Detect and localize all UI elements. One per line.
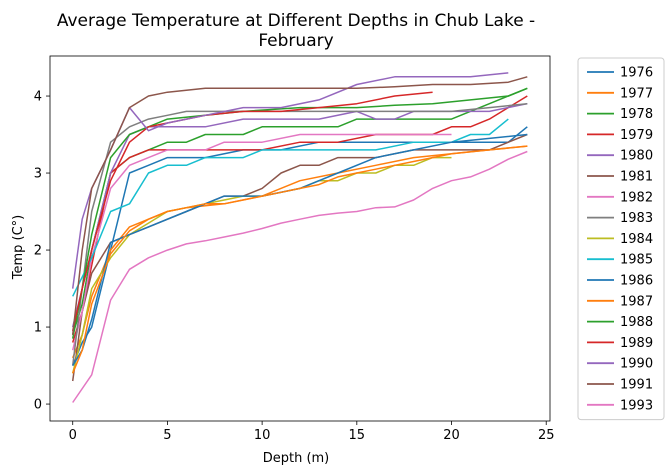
y-tick-label: 3 — [34, 167, 42, 182]
legend-entry-1982: 1982 — [587, 190, 653, 205]
series-line-1988 — [71, 87, 528, 339]
y-tick-label: 1 — [34, 321, 42, 336]
legend-entry-1988: 1988 — [587, 315, 653, 330]
legend-entry-1983: 1983 — [587, 211, 653, 226]
series-line-1993 — [72, 150, 528, 403]
legend-label: 1982 — [620, 190, 653, 205]
legend-entry-1987: 1987 — [587, 294, 653, 309]
series-line-1977 — [72, 145, 528, 359]
legend-label: 1993 — [620, 398, 653, 413]
x-tick-label: 0 — [69, 428, 77, 443]
legend-entry-1989: 1989 — [587, 336, 653, 351]
series-line-1985 — [72, 118, 509, 297]
x-tick-label: 15 — [349, 428, 366, 443]
legend-label: 1979 — [620, 128, 653, 143]
legend-label: 1990 — [620, 357, 653, 372]
y-tick-label: 4 — [34, 90, 42, 105]
legend-entry-1986: 1986 — [587, 274, 653, 289]
legend-entry-1985: 1985 — [587, 253, 653, 268]
series-line-1981 — [71, 133, 528, 382]
legend-entry-1978: 1978 — [587, 107, 653, 122]
legend-entry-1979: 1979 — [587, 128, 653, 143]
chart-title-line2: February — [258, 31, 333, 51]
axes: 0 5 10 15 20 25 0 1 2 3 4 — [34, 55, 555, 443]
legend-label: 1984 — [620, 232, 653, 247]
series-line-1983 — [71, 102, 528, 366]
legend-label: 1981 — [620, 170, 653, 185]
series-line-1991 — [71, 76, 528, 335]
legend-label: 1991 — [620, 378, 653, 393]
legend-entry-1991: 1991 — [587, 378, 653, 393]
series-line-1984 — [71, 156, 452, 374]
x-tick-label: 25 — [538, 428, 555, 443]
legend-label: 1986 — [620, 274, 653, 289]
y-tick-label: 2 — [34, 244, 42, 259]
x-tick-label: 5 — [163, 428, 171, 443]
legend-entry-1977: 1977 — [587, 86, 653, 101]
x-tick-label: 20 — [443, 428, 460, 443]
series-line-1976 — [72, 126, 528, 366]
series-line-1980 — [71, 102, 528, 328]
y-tick-label: 0 — [34, 398, 42, 413]
x-axis-label: Depth (m) — [263, 451, 330, 466]
legend-label: 1976 — [620, 66, 653, 81]
series-line-1982 — [71, 133, 452, 351]
series-line-1987 — [72, 145, 528, 374]
legend-entry-1976: 1976 — [587, 66, 653, 81]
chart-title-line1: Average Temperature at Different Depths … — [57, 11, 535, 31]
legend: 1976 1977 1978 1979 1980 1981 1982 1983 1984 1985… — [577, 57, 665, 421]
legend-label: 1989 — [620, 336, 653, 351]
legend-entry-1980: 1980 — [587, 149, 653, 164]
legend-entry-1993: 1993 — [587, 398, 653, 413]
legend-entry-1984: 1984 — [587, 232, 653, 247]
x-tick-label: 10 — [254, 428, 271, 443]
legend-label: 1977 — [620, 86, 653, 101]
legend-label: 1988 — [620, 315, 653, 330]
plot-area — [71, 72, 528, 403]
y-axis-label: Temp (C°) — [11, 215, 26, 281]
legend-entry-1990: 1990 — [587, 357, 653, 372]
legend-box — [577, 57, 665, 421]
series-line-1990 — [71, 72, 509, 289]
plot-frame — [49, 55, 551, 422]
series-group — [71, 72, 528, 403]
legend-label: 1978 — [620, 107, 653, 122]
legend-label: 1985 — [620, 253, 653, 268]
series-line-1989 — [71, 91, 433, 332]
legend-label: 1983 — [620, 211, 653, 226]
series-line-1978 — [71, 87, 528, 336]
legend-label: 1980 — [620, 149, 653, 164]
legend-entry-1981: 1981 — [587, 170, 653, 185]
legend-label: 1987 — [620, 294, 653, 309]
